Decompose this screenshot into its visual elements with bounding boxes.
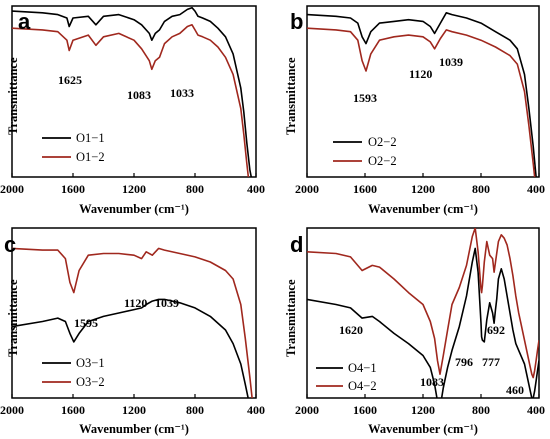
panel-letter-a: a <box>18 9 31 34</box>
legend-label-o4-1: O4−1 <box>348 361 377 375</box>
x-tick-d-800: 800 <box>472 403 490 417</box>
annotation-1083: 1083 <box>127 88 151 102</box>
x-ticks-c: 2000 1600 1200 800 400 <box>0 403 265 417</box>
annotation-1620: 1620 <box>339 323 363 337</box>
annotation-1625: 1625 <box>58 73 82 87</box>
series-line-d-2 <box>307 228 539 379</box>
panel-letter-d: d <box>290 232 303 257</box>
x-tick-d-1200: 1200 <box>411 403 435 417</box>
annotation-1039: 1039 <box>439 55 463 69</box>
annotation-1039-c: 1039 <box>155 296 179 310</box>
x-tick-d-400: 400 <box>527 403 545 417</box>
x-tick-a-1200: 1200 <box>122 182 146 196</box>
x-tick-d-1600: 1600 <box>353 403 377 417</box>
legend-label-o2-2-black: O2−2 <box>368 135 397 149</box>
x-tick-c-400: 400 <box>247 403 265 417</box>
x-axis-title-c: Wavenumber (cm⁻¹) <box>79 422 189 436</box>
y-axis-title-b: Transmittance <box>284 57 298 135</box>
x-tick-b-800: 800 <box>472 182 490 196</box>
annotation-1033: 1033 <box>170 86 194 100</box>
series-line-d-1 <box>307 247 539 398</box>
annotation-1595: 1595 <box>74 316 98 330</box>
annotation-796: 796 <box>455 355 473 369</box>
series-group-c <box>12 247 253 398</box>
annotation-1120-c: 1120 <box>124 296 147 310</box>
series-line-b-1 <box>307 12 537 177</box>
legend-label-o3-1: O3−1 <box>76 356 105 370</box>
x-tick-a-400: 400 <box>247 182 265 196</box>
x-tick-a-1600: 1600 <box>61 182 85 196</box>
legend-b: O2−2 O2−2 <box>333 135 397 168</box>
series-line-a-2 <box>12 23 250 177</box>
panel-b: b Transmittance 1593 1120 1039 O2−2 O2−2… <box>284 5 545 216</box>
annotation-777: 777 <box>482 355 500 369</box>
y-axis-title-d: Transmittance <box>284 279 298 357</box>
series-line-b-2 <box>307 27 536 177</box>
x-tick-a-800: 800 <box>186 182 204 196</box>
plot-frame-c <box>11 227 257 399</box>
series-line-c-2 <box>12 247 253 398</box>
panel-letter-b: b <box>290 9 303 34</box>
x-ticks-d: 2000 1600 1200 800 400 <box>295 403 545 417</box>
x-tick-c-2000: 2000 <box>0 403 24 417</box>
panel-d: d Transmittance 1620 1083 796 777 692 46… <box>284 227 545 436</box>
series-group-d <box>307 228 539 398</box>
series-group-a <box>12 6 253 177</box>
x-ticks-a: 2000 1600 1200 800 400 <box>0 182 265 196</box>
plot-frame-b <box>306 5 540 178</box>
x-tick-b-400: 400 <box>527 182 545 196</box>
x-tick-c-1600: 1600 <box>61 403 85 417</box>
annotation-692: 692 <box>487 323 505 337</box>
legend-label-o2-2-red: O2−2 <box>368 154 397 168</box>
legend-a: O1−1 O1−2 <box>42 131 105 164</box>
x-ticks-b: 2000 1600 1200 800 400 <box>295 182 545 196</box>
panel-c: c Transmittance 1595 1120 1039 O3−1 O3−2… <box>0 227 265 436</box>
x-tick-a-2000: 2000 <box>0 182 24 196</box>
plot-frame-d <box>306 227 540 399</box>
x-tick-b-1200: 1200 <box>411 182 435 196</box>
series-group-b <box>307 12 537 177</box>
x-tick-c-1200: 1200 <box>122 403 146 417</box>
annotation-1120: 1120 <box>409 67 432 81</box>
x-tick-d-2000: 2000 <box>295 403 319 417</box>
legend-label-o4-2: O4−2 <box>348 379 377 393</box>
legend-d: O4−1 O4−2 <box>316 361 377 393</box>
legend-label-o3-2: O3−2 <box>76 375 105 389</box>
annotation-1593: 1593 <box>353 91 377 105</box>
annotation-1083-d: 1083 <box>420 375 444 389</box>
y-axis-title-c: Transmittance <box>6 279 20 357</box>
legend-label-o1-1: O1−1 <box>76 131 105 145</box>
x-axis-title-d: Wavenumber (cm⁻¹) <box>368 422 478 436</box>
x-tick-c-800: 800 <box>186 403 204 417</box>
series-line-c-1 <box>12 298 249 398</box>
annotation-460: 460 <box>506 383 524 397</box>
legend-label-o1-2: O1−2 <box>76 150 105 164</box>
x-axis-title-b: Wavenumber (cm⁻¹) <box>368 202 478 216</box>
panel-a: a Transmittance 1625 1083 1033 O1−1 O1−2… <box>0 5 265 216</box>
legend-c: O3−1 O3−2 <box>42 356 105 389</box>
panel-letter-c: c <box>4 232 16 257</box>
series-line-a-1 <box>12 6 253 177</box>
x-tick-b-1600: 1600 <box>353 182 377 196</box>
x-axis-title-a: Wavenumber (cm⁻¹) <box>79 202 189 216</box>
y-axis-title-a: Transmittance <box>6 57 20 135</box>
x-tick-b-2000: 2000 <box>295 182 319 196</box>
